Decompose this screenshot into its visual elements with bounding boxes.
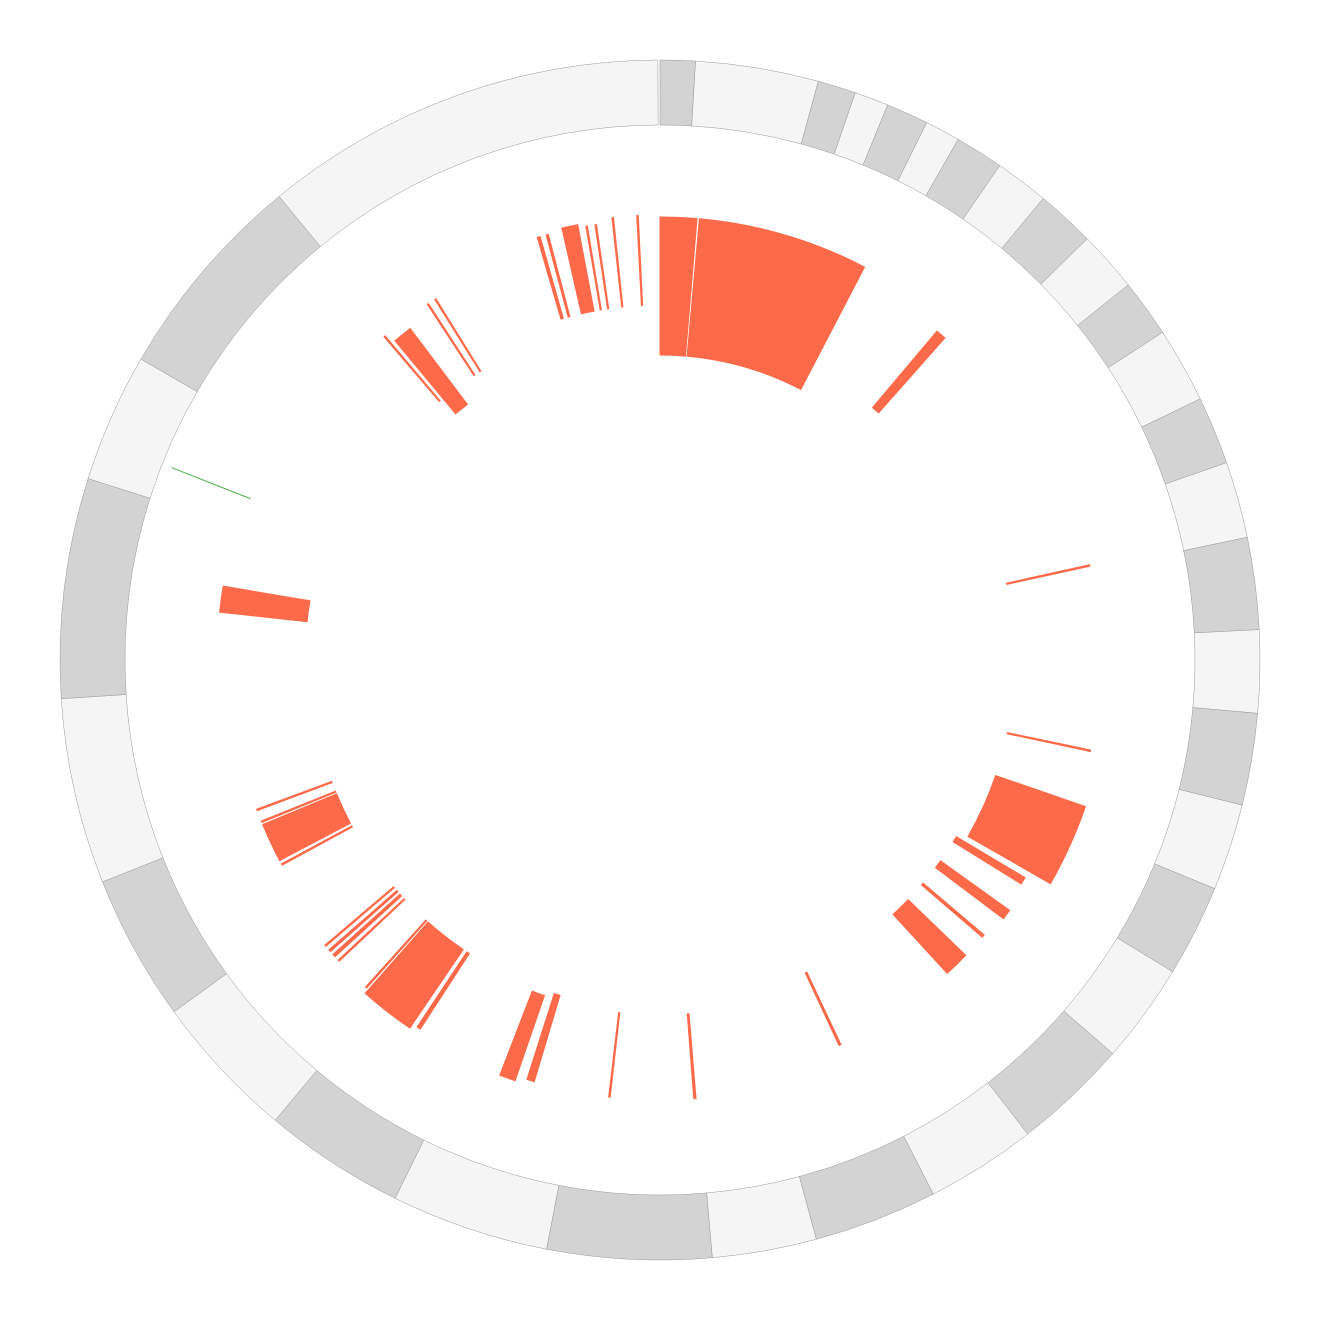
cnv-segment-14 xyxy=(608,1012,621,1098)
ideogram-band-26 xyxy=(394,1139,560,1250)
gain-line-1 xyxy=(171,467,251,500)
cnv-segment-41 xyxy=(611,216,624,308)
cnv-segment-11 xyxy=(897,905,959,968)
ideogram-band-17 xyxy=(1178,707,1258,806)
cnv-segment-28 xyxy=(266,801,343,839)
cnv-segment-8 xyxy=(934,860,1011,920)
ideogram-ring xyxy=(59,59,1261,1261)
cnv-segment-39 xyxy=(585,225,602,311)
cnv-segment-34 xyxy=(426,302,476,377)
cnv-segment-21 xyxy=(337,897,406,962)
cnv-segment-33 xyxy=(383,335,441,403)
cnv-segment-29 xyxy=(260,790,337,824)
cnv-segment-7 xyxy=(952,835,1026,885)
cnv-segment-32 xyxy=(394,327,469,415)
cnv-segment-2 xyxy=(686,218,866,391)
data-track xyxy=(171,215,1092,1100)
cnv-segment-30 xyxy=(256,780,333,812)
ideogram-band-25 xyxy=(546,1185,713,1261)
cnv-segment-31 xyxy=(219,585,311,623)
ideogram-band-30 xyxy=(60,694,164,883)
cnv-segment-38 xyxy=(561,224,595,315)
cnv-segment-18 xyxy=(416,951,471,1030)
ideogram-band-15 xyxy=(1183,537,1260,634)
ideogram-band-1 xyxy=(659,59,696,127)
cnv-segment-17 xyxy=(499,990,537,1078)
cnv-segment-4 xyxy=(1005,564,1091,585)
cnv-segment-1 xyxy=(659,216,698,357)
cnv-segment-3 xyxy=(871,330,946,414)
cnv-segment-25 xyxy=(280,825,354,866)
ideogram-band-24 xyxy=(706,1176,817,1258)
cnv-segment-23 xyxy=(328,889,399,953)
cnv-segment-27 xyxy=(272,812,349,856)
cnv-segment-37 xyxy=(545,233,571,318)
cnv-segment-9 xyxy=(920,882,985,938)
cnv-segment-22 xyxy=(332,893,403,958)
cnv-segment-36 xyxy=(536,236,564,320)
cnv-segment-13 xyxy=(686,1013,697,1100)
cnv-segment-20 xyxy=(364,919,428,989)
ideogram-band-16 xyxy=(1192,629,1261,714)
cnv-segment-12 xyxy=(804,971,842,1047)
cnv-segment-24 xyxy=(324,886,395,948)
ideogram-band-2 xyxy=(691,60,819,145)
cnv-segment-42 xyxy=(636,215,644,307)
cnv-segment-5 xyxy=(1006,732,1092,753)
cnv-segment-35 xyxy=(434,298,482,373)
cnv-segment-19 xyxy=(364,921,464,1029)
cnv-segment-6 xyxy=(967,774,1087,885)
ideogram-band-31 xyxy=(59,478,151,699)
cnv-segment-40 xyxy=(594,224,610,310)
cnv-segment-15 xyxy=(526,992,561,1083)
ideogram-band-34 xyxy=(278,59,659,247)
ideogram-band-33 xyxy=(140,196,321,393)
